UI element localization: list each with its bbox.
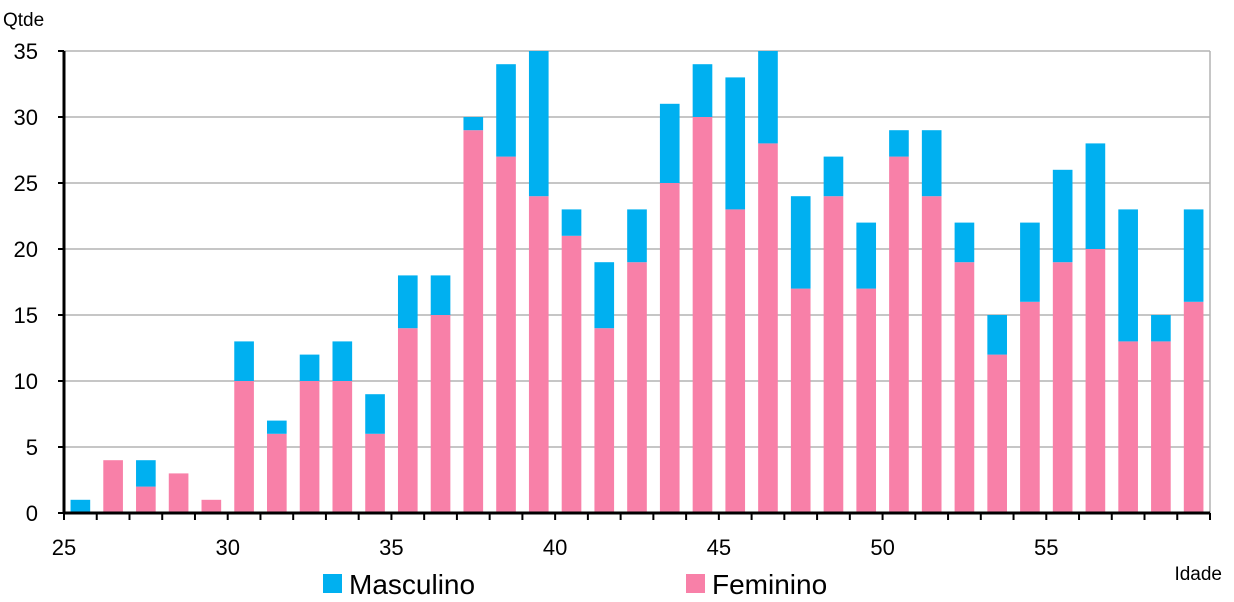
y-tick-label: 10 xyxy=(14,369,38,394)
bar-feminino-29 xyxy=(201,499,222,513)
bar-feminino-42 xyxy=(627,262,647,513)
x-axis-title: Idade xyxy=(1174,564,1222,585)
bar-feminino-26 xyxy=(103,460,123,513)
bar-masculino-49 xyxy=(856,222,877,289)
bar-masculino-43 xyxy=(659,103,680,183)
bar-masculino-53 xyxy=(987,315,1007,355)
bar-feminino-32 xyxy=(299,381,320,513)
bar-feminino-57 xyxy=(1118,341,1138,513)
bar-masculino-36 xyxy=(430,275,451,315)
bar-feminino-48 xyxy=(823,196,844,513)
bar-masculino-52 xyxy=(954,222,975,263)
bar-masculino-34 xyxy=(365,394,385,434)
bar-masculino-38 xyxy=(496,64,516,157)
legend-swatch-feminino xyxy=(686,574,705,593)
bar-feminino-43 xyxy=(659,183,680,513)
bar-feminino-59 xyxy=(1183,301,1204,513)
bar-feminino-31 xyxy=(267,433,287,513)
bar-masculino-51 xyxy=(921,130,942,197)
y-axis-title: Qtde xyxy=(3,10,44,31)
x-tick-label: 50 xyxy=(870,535,894,560)
y-tick-label: 0 xyxy=(26,501,38,526)
bar-masculino-32 xyxy=(299,354,320,381)
bar-masculino-42 xyxy=(627,209,647,263)
bar-feminino-41 xyxy=(594,328,615,513)
bar-masculino-45 xyxy=(725,77,746,210)
bar-masculino-59 xyxy=(1183,209,1204,302)
bar-feminino-51 xyxy=(921,196,942,513)
bar-masculino-37 xyxy=(463,117,484,131)
bar-masculino-33 xyxy=(332,341,353,381)
bar-masculino-40 xyxy=(561,209,582,236)
bar-masculino-41 xyxy=(594,262,615,329)
bar-feminino-28 xyxy=(168,473,189,513)
y-tick-label: 30 xyxy=(14,105,38,130)
bar-masculino-39 xyxy=(528,51,549,197)
bar-feminino-40 xyxy=(561,235,582,514)
bar-masculino-30 xyxy=(234,341,254,381)
bar-feminino-38 xyxy=(496,156,516,513)
bar-masculino-58 xyxy=(1151,315,1171,342)
x-tick-label: 35 xyxy=(379,535,403,560)
y-tick-label: 15 xyxy=(14,303,38,328)
bar-masculino-47 xyxy=(790,196,811,289)
y-tick-label: 25 xyxy=(14,171,38,196)
bar-masculino-27 xyxy=(136,460,156,487)
legend-label-feminino: Feminino xyxy=(712,569,827,600)
bar-feminino-53 xyxy=(987,354,1007,513)
bar-feminino-35 xyxy=(397,328,418,513)
bar-feminino-54 xyxy=(1020,301,1040,513)
y-tick-label: 5 xyxy=(26,435,38,460)
bar-masculino-31 xyxy=(267,420,287,434)
bar-feminino-39 xyxy=(528,196,549,513)
x-tick-label: 55 xyxy=(1034,535,1058,560)
x-tick-label: 25 xyxy=(52,535,76,560)
bar-feminino-27 xyxy=(136,486,156,513)
bar-feminino-45 xyxy=(725,209,746,513)
bar-masculino-25 xyxy=(70,499,91,513)
bar-masculino-35 xyxy=(397,275,418,329)
bar-masculino-48 xyxy=(823,156,844,197)
legend: Masculino Feminino xyxy=(323,569,827,600)
bar-feminino-36 xyxy=(430,315,451,513)
bar-feminino-33 xyxy=(332,381,353,513)
bar-masculino-57 xyxy=(1118,209,1138,342)
bar-feminino-58 xyxy=(1151,341,1171,513)
bars xyxy=(70,51,1204,514)
x-tick-label: 45 xyxy=(707,535,731,560)
bar-feminino-44 xyxy=(692,117,713,513)
y-tick-label: 20 xyxy=(14,237,38,262)
bar-masculino-46 xyxy=(758,51,778,144)
bar-masculino-44 xyxy=(692,64,713,117)
bar-feminino-37 xyxy=(463,130,484,513)
bar-feminino-34 xyxy=(365,433,385,513)
bar-feminino-56 xyxy=(1085,249,1106,513)
x-tick-label: 40 xyxy=(543,535,567,560)
bar-masculino-54 xyxy=(1020,222,1040,302)
axes xyxy=(58,50,1211,520)
bar-feminino-50 xyxy=(889,156,909,513)
tick-labels: 0 5 10 15 20 25 30 35 25 30 35 40 45 50 55 xyxy=(14,39,1059,560)
bar-masculino-50 xyxy=(889,130,909,157)
legend-swatch-masculino xyxy=(323,574,342,593)
x-tick-label: 30 xyxy=(215,535,239,560)
bar-masculino-55 xyxy=(1052,169,1073,263)
bar-feminino-30 xyxy=(234,381,254,513)
bar-masculino-56 xyxy=(1085,143,1106,249)
bar-feminino-49 xyxy=(856,288,877,513)
bar-feminino-47 xyxy=(790,288,811,513)
bar-feminino-55 xyxy=(1052,262,1073,513)
legend-label-masculino: Masculino xyxy=(349,569,475,600)
bar-feminino-52 xyxy=(954,262,975,513)
y-tick-label: 35 xyxy=(14,39,38,64)
bar-feminino-46 xyxy=(758,143,778,513)
